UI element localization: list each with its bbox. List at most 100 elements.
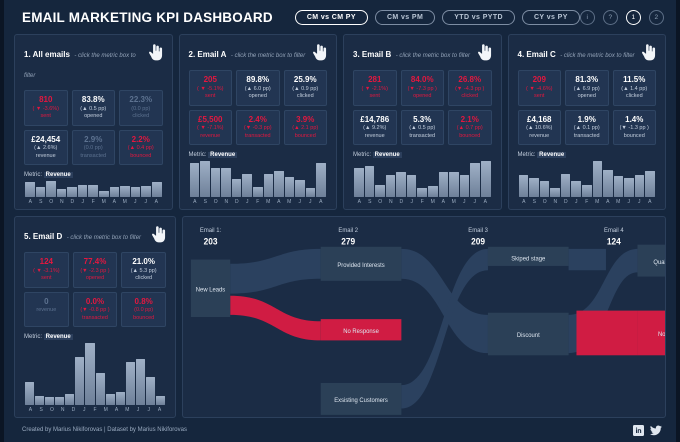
- metric-box-opened[interactable]: 83.8% (▲ 0.5 pp) opened: [71, 90, 115, 126]
- metric-selected-value[interactable]: Revenue: [43, 334, 73, 341]
- metric-box-clicked[interactable]: 25.9% (▲ 0.9 pp) clicked: [283, 70, 327, 106]
- metric-value: 2.1%: [460, 114, 479, 124]
- metric-change: (▲ 0.5 pp): [409, 125, 436, 132]
- kpi-card-email-a[interactable]: 2. Email A - click the metric box to fil…: [178, 34, 337, 210]
- metric-grid: 281 ( ▼ -2.1%) sent 84.0% (▼ -7.3 pp ) o…: [353, 70, 492, 146]
- sparkline-axis-tick: J: [136, 407, 140, 413]
- metric-box-bounced[interactable]: 3.9% (▲ 2.1 pp) bounced: [283, 109, 327, 146]
- metric-label: clicked: [625, 93, 643, 100]
- metric-selected-value[interactable]: Revenue: [208, 152, 238, 159]
- sankey-label-no-response-2: No Response: [658, 331, 665, 338]
- metric-box-transacted[interactable]: 1.9% (▲ 0.1 pp) transacted: [565, 109, 609, 146]
- metric-box-transacted[interactable]: 2.9% (0.0 pp) transacted: [71, 129, 115, 166]
- kpi-card-email-c[interactable]: 4. Email C - click the metric box to fil…: [507, 34, 666, 210]
- metric-value: 810: [39, 95, 53, 104]
- toggle-ytd-vs-pytd[interactable]: YTD vs PYTD: [442, 9, 515, 25]
- sparkline-bar: [25, 181, 35, 197]
- metric-box-revenue[interactable]: £24,454 (▲ 2.6%) revenue: [24, 129, 68, 166]
- node-no-response-2[interactable]: [637, 310, 665, 356]
- metric-box-transacted[interactable]: 5.3% (▲ 0.5 pp) transacted: [400, 109, 444, 146]
- sankey-funnel-chart[interactable]: New Leads Provided Interests No Response…: [182, 216, 666, 418]
- metric-selected-value[interactable]: Revenue: [43, 172, 73, 179]
- sankey-label-provided-interests: Provided Interests: [337, 262, 384, 269]
- metric-box-clicked[interactable]: 21.0% (▲ 5.3 pp) clicked: [121, 252, 166, 288]
- kpi-card-email-d[interactable]: 5. Email D - click the metric box to fil…: [14, 216, 176, 418]
- flow-newleads-to-noresponse: [230, 295, 321, 341]
- sparkline-axis-tick: J: [410, 199, 414, 205]
- node-discount[interactable]: [487, 312, 569, 356]
- metric-value: 11.5%: [623, 75, 646, 84]
- sparkline-axis-tick: N: [388, 199, 393, 205]
- metric-change: (▲ 2.1 pp): [292, 125, 319, 132]
- metric-box-sent[interactable]: 205 ( ▼ -5.1%) sent: [188, 70, 232, 106]
- sparkline-axis-tick: O: [213, 199, 218, 205]
- metric-box-sent[interactable]: 281 ( ▼ -2.1%) sent: [353, 70, 397, 106]
- sparkline-bar: [305, 187, 316, 197]
- sparkline-axis-tick: D: [70, 199, 75, 205]
- twitter-icon[interactable]: [650, 425, 662, 436]
- metric-box-revenue[interactable]: £14,786 (▲ 9.2%) revenue: [353, 109, 397, 146]
- sparkline-axis-tick: O: [49, 407, 54, 413]
- metric-label: clicked: [132, 113, 150, 120]
- metric-box-opened[interactable]: 81.3% (▲ 6.9 pp) opened: [565, 70, 609, 106]
- metric-selected-value[interactable]: Revenue: [372, 152, 402, 159]
- metric-box-bounced[interactable]: 2.2% (▲ 0.4 pp) bounced: [119, 129, 163, 166]
- node-provided-interests[interactable]: [320, 246, 402, 281]
- metric-box-revenue[interactable]: 0 revenue: [24, 291, 69, 328]
- metric-change: (0.0 pp): [131, 105, 151, 112]
- metric-box-bounced[interactable]: 0.8% (0.0 pp) bounced: [121, 291, 166, 328]
- metric-change: (▲ 6.9 pp): [573, 85, 600, 92]
- node-skiped-stage[interactable]: [487, 246, 569, 266]
- metric-box-opened[interactable]: 89.8% (▲ 6.0 pp) opened: [236, 70, 280, 106]
- sankey-label-qualified-booked: Qualified/Booked: [653, 259, 665, 266]
- metric-box-bounced[interactable]: 1.4% (▼ -1.3 pp ) bounced: [612, 109, 656, 146]
- node-qualified-booked[interactable]: [637, 244, 665, 277]
- metric-box-opened[interactable]: 84.0% (▼ -7.3 pp ) opened: [400, 70, 444, 106]
- sparkline-axis-tick: M: [266, 199, 271, 205]
- bottom-row: 5. Email D - click the metric box to fil…: [14, 216, 666, 418]
- toggle-cm-vs-cm-py[interactable]: CM vs CM PY: [294, 9, 368, 25]
- sankey-label-existing-customers: Exsisting Customers: [334, 397, 388, 404]
- metric-label: bounced: [459, 132, 481, 139]
- toggle-cm-vs-pm[interactable]: CM vs PM: [374, 9, 436, 25]
- sparkline-bar: [130, 186, 141, 197]
- help-icon[interactable]: ?: [602, 9, 618, 25]
- metric-box-opened[interactable]: 77.4% (▼ -2.3 pp ) opened: [72, 252, 118, 288]
- page-2-button[interactable]: 2: [648, 9, 664, 25]
- metric-box-revenue[interactable]: £5,500 ( ▼ -7.1%) revenue: [188, 109, 232, 146]
- metric-box-clicked[interactable]: 26.8% (▼ -4.3 pp ) clicked: [448, 70, 492, 106]
- sparkline-axis-tick: A: [522, 199, 526, 205]
- metric-box-sent[interactable]: 209 ( ▼ -4.6%) sent: [517, 70, 561, 106]
- metric-change: (▼ -0.3 pp): [243, 125, 272, 132]
- kpi-card-all-emails[interactable]: 1. All emails - click the metric box to …: [14, 34, 173, 210]
- sparkline-bar: [65, 394, 75, 405]
- sparkline-bar: [45, 396, 55, 405]
- sparkline-bar: [274, 171, 284, 197]
- comparison-toggle-group: CM vs CM PY CM vs PM YTD vs PYTD CY vs P…: [294, 9, 580, 25]
- metric-box-transacted[interactable]: 2.4% (▼ -0.3 pp) transacted: [236, 109, 280, 146]
- metric-box-bounced[interactable]: 2.1% (▲ 0.7 pp) bounced: [448, 109, 492, 146]
- metric-box-clicked[interactable]: 22.3% (0.0 pp) clicked: [119, 90, 163, 126]
- page-1-button[interactable]: 1: [625, 9, 641, 25]
- node-no-response-1[interactable]: [320, 319, 402, 341]
- metric-value: 1.4%: [625, 114, 644, 124]
- node-new-leads[interactable]: [190, 259, 231, 317]
- toggle-cy-vs-py[interactable]: CY vs PY: [521, 9, 580, 25]
- metric-box-transacted[interactable]: 0.0% (▼ -0.8 pp ) transacted: [72, 291, 118, 328]
- stage-header-title-2: Email 2: [338, 227, 358, 234]
- metric-box-sent[interactable]: 810 ( ▼ -3.6%) sent: [24, 90, 68, 126]
- metric-box-sent[interactable]: 124 ( ▼ -3.1%) sent: [24, 252, 69, 288]
- linkedin-icon[interactable]: [633, 424, 644, 436]
- sparkline-bar: [85, 343, 95, 405]
- metric-label: transacted: [409, 132, 436, 139]
- sparkline-bar: [156, 395, 166, 405]
- sparkline-axis-tick: S: [39, 199, 43, 205]
- metric-selected-value[interactable]: Revenue: [537, 152, 567, 159]
- node-existing-customers[interactable]: [320, 382, 402, 415]
- metric-box-clicked[interactable]: 11.5% (▲ 1.4 pp) clicked: [612, 70, 656, 106]
- metric-box-revenue[interactable]: £4,168 (▲ 10.6%) revenue: [517, 109, 561, 146]
- node-no-response-flow[interactable]: [576, 310, 638, 356]
- kpi-card-email-b[interactable]: 3. Email B - click the metric box to fil…: [343, 34, 502, 210]
- info-icon[interactable]: i: [579, 9, 595, 25]
